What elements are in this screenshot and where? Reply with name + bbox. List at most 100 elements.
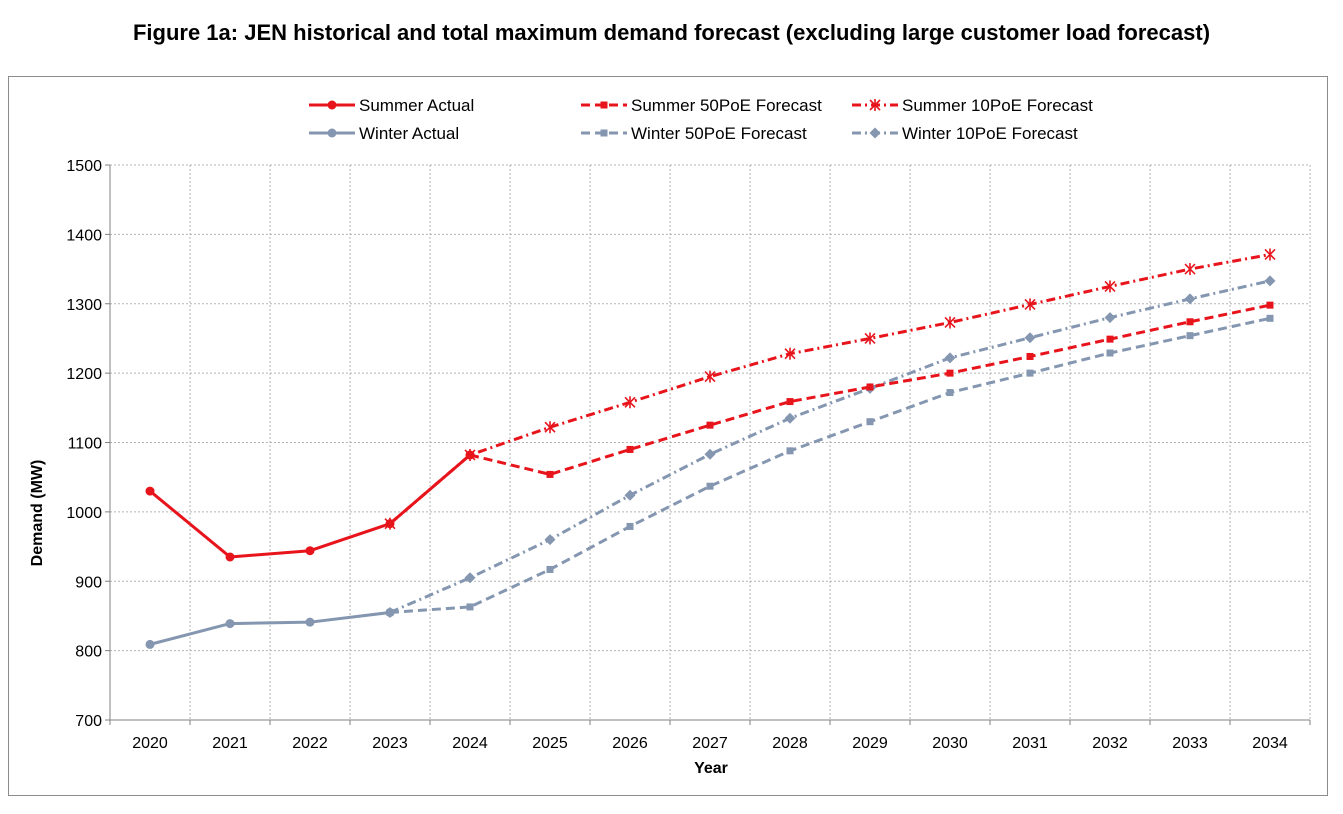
- axes: 700 800 900 1000 1100 1200 1300 1400 1500 2020 202…: [66, 158, 1311, 752]
- chart-title: Figure 1a: JEN historical and total maxi…: [132, 20, 1211, 45]
- data-point: [225, 552, 235, 562]
- data-point: [1024, 332, 1036, 344]
- chart-frame: 700 800 900 1000 1100 1200 1300 1400 1500 2020 202…: [8, 76, 1328, 796]
- data-point: [465, 450, 475, 460]
- data-point: [1106, 349, 1114, 357]
- data-point: [866, 418, 874, 426]
- data-point: [1184, 293, 1196, 305]
- y-tick-label: 800: [75, 644, 102, 661]
- data-point: [385, 607, 395, 617]
- y-tick-label: 900: [75, 574, 102, 591]
- data-point: [1186, 318, 1194, 326]
- data-point: [1184, 263, 1196, 276]
- x-tick-label: 2022: [292, 735, 328, 752]
- data-point: [546, 470, 554, 478]
- data-point: [1264, 275, 1276, 287]
- legend-item: Winter Actual: [309, 124, 459, 143]
- x-tick-label: 2020: [132, 735, 168, 752]
- x-tick-label: 2028: [772, 735, 808, 752]
- legend-item: Summer 50PoE Forecast: [581, 96, 822, 115]
- legend-swatch-marker: [600, 129, 608, 137]
- data-point: [1266, 301, 1274, 309]
- data-point: [466, 603, 474, 611]
- y-axis-title: Demand (MW): [29, 460, 46, 567]
- legend-swatch-marker: [327, 100, 337, 110]
- series-winter-actual: [145, 607, 395, 649]
- legend-label: Winter 10PoE Forecast: [902, 124, 1078, 143]
- legend-label: Summer 10PoE Forecast: [902, 96, 1093, 115]
- data-point: [944, 352, 956, 364]
- legend-item: Winter 10PoE Forecast: [852, 124, 1078, 143]
- legend-item: Winter 50PoE Forecast: [581, 124, 807, 143]
- y-tick-label: 1500: [66, 158, 102, 175]
- data-point: [944, 316, 956, 329]
- data-point: [1026, 369, 1034, 377]
- data-point: [706, 421, 714, 429]
- data-point: [1186, 332, 1194, 340]
- series-summer-50poe-forecast: [466, 301, 1274, 478]
- gridlines: [110, 164, 1311, 720]
- x-tick-label: 2023: [372, 735, 408, 752]
- data-point: [225, 619, 235, 629]
- data-point: [624, 396, 636, 409]
- data-point: [385, 519, 395, 529]
- data-point: [626, 445, 634, 453]
- series-lines: [145, 248, 1276, 649]
- x-tick-label: 2030: [932, 735, 968, 752]
- x-tick-label: 2025: [532, 735, 568, 752]
- data-point: [946, 369, 954, 377]
- data-point: [626, 522, 634, 530]
- data-point: [786, 447, 794, 455]
- x-tick-label: 2027: [692, 735, 728, 752]
- legend: Summer Actual Summer 50PoE Forecast Summer…: [309, 96, 1093, 143]
- data-point: [305, 617, 315, 627]
- x-tick-label: 2029: [852, 735, 888, 752]
- series-summer-actual: [145, 450, 475, 562]
- data-point: [864, 332, 876, 345]
- series-line: [389, 316, 1271, 614]
- x-tick-label: 2021: [212, 735, 248, 752]
- y-tick-label: 1100: [68, 436, 103, 453]
- x-tick-label: 2026: [612, 735, 648, 752]
- y-tick-label: 700: [75, 713, 102, 730]
- series-line: [149, 453, 471, 559]
- legend-item: Summer 10PoE Forecast: [852, 96, 1093, 115]
- data-point: [145, 486, 155, 496]
- data-point: [624, 489, 636, 501]
- data-point: [464, 572, 476, 584]
- data-point: [866, 383, 874, 391]
- y-tick-label: 1400: [66, 227, 102, 244]
- data-point: [1026, 352, 1034, 360]
- x-tick-label: 2024: [452, 735, 488, 752]
- legend-item: Summer Actual: [309, 96, 474, 115]
- data-point: [544, 534, 556, 546]
- data-point: [704, 370, 716, 383]
- legend-label: Summer Actual: [359, 96, 474, 115]
- data-point: [1264, 248, 1276, 261]
- x-tick-label: 2033: [1172, 735, 1208, 752]
- data-point: [1024, 298, 1036, 311]
- legend-swatch-marker: [327, 128, 337, 138]
- legend-label: Winter Actual: [359, 124, 459, 143]
- x-tick-label: 2031: [1012, 735, 1048, 752]
- data-point: [946, 389, 954, 397]
- y-tick-label: 1300: [66, 297, 102, 314]
- data-point: [546, 565, 554, 573]
- legend-label: Winter 50PoE Forecast: [631, 124, 807, 143]
- data-point: [784, 412, 796, 424]
- legend-swatch-marker: [600, 101, 608, 109]
- x-axis-title: Year: [694, 760, 728, 777]
- data-point: [145, 639, 155, 649]
- data-point: [1266, 314, 1274, 322]
- data-point: [544, 421, 556, 434]
- x-tick-label: 2034: [1252, 735, 1288, 752]
- series-line: [149, 610, 391, 646]
- legend-swatch-marker: [869, 127, 881, 139]
- data-point: [305, 546, 315, 556]
- demand-line-chart: 700 800 900 1000 1100 1200 1300 1400 1500 2020 202…: [29, 96, 1311, 777]
- data-point: [1104, 312, 1116, 324]
- data-point: [1104, 280, 1116, 293]
- legend-swatch-marker: [869, 99, 881, 111]
- x-tick-label: 2032: [1092, 735, 1128, 752]
- series-line: [389, 253, 1271, 525]
